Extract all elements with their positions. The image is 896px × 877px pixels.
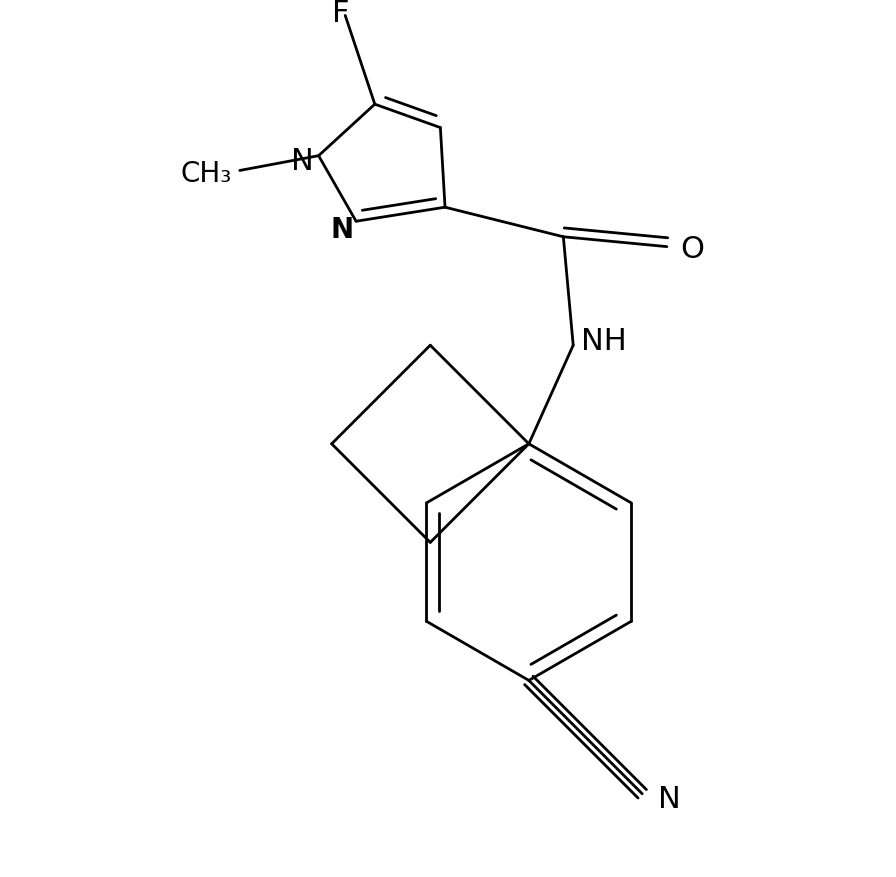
Text: CH₃: CH₃: [181, 160, 232, 189]
Text: N: N: [331, 216, 354, 244]
Text: F: F: [332, 0, 349, 28]
Text: O: O: [681, 235, 704, 264]
Text: N: N: [291, 147, 314, 176]
Text: NH: NH: [582, 326, 627, 355]
Text: N: N: [658, 784, 681, 813]
